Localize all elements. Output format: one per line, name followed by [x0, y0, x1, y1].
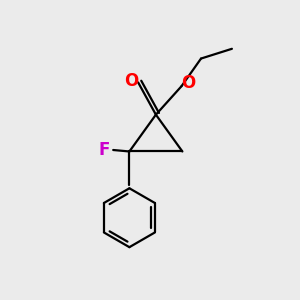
Text: O: O [124, 72, 138, 90]
Text: O: O [181, 74, 195, 92]
Text: F: F [99, 141, 110, 159]
